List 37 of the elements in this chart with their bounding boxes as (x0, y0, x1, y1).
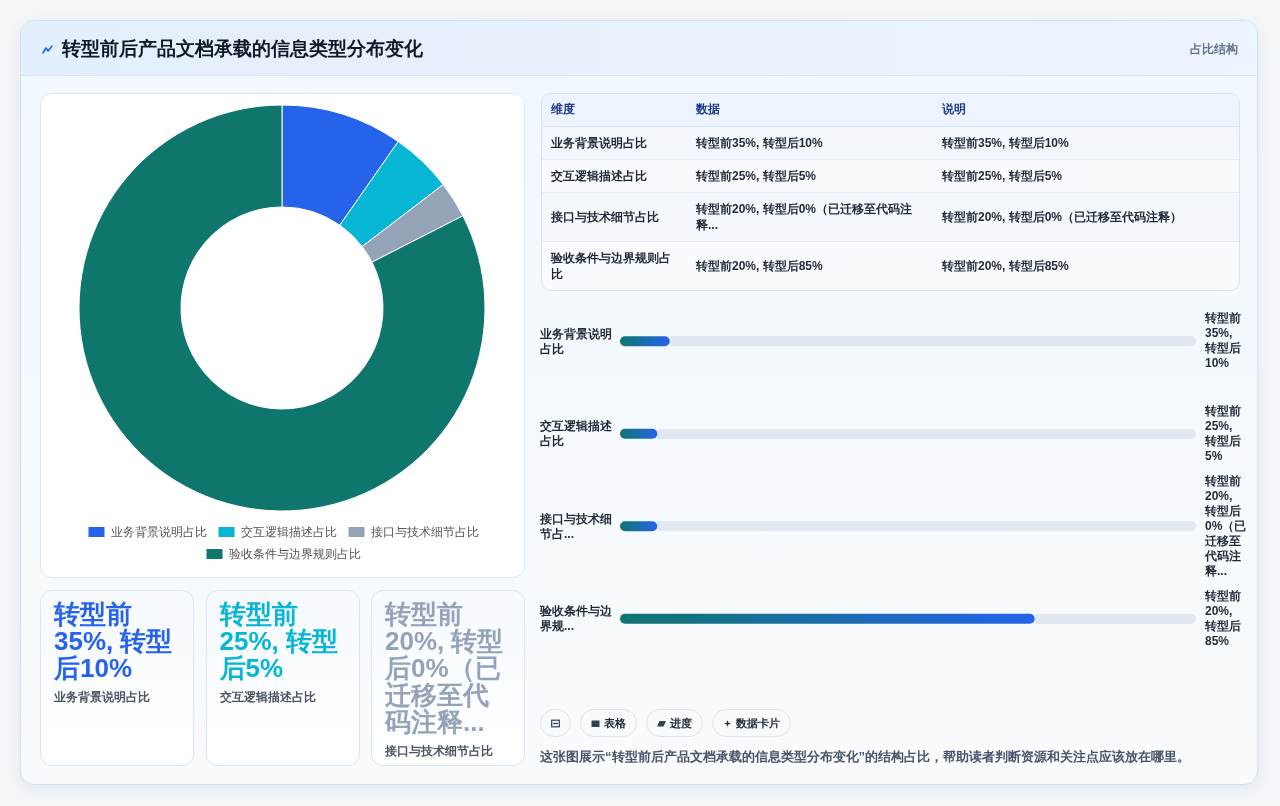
text: 转型前25%, 转型后5% (687, 159, 933, 192)
text: 转型前25%, 转型后5% (933, 159, 1239, 192)
category-label: 进度 (670, 715, 692, 731)
text: 这张图展示“转型前后产品文档承载的信息类型分布变化”的结构占比，帮助读者判断资源和关注点应该放在哪里。 (540, 748, 1190, 766)
legend-label: 交互逻辑描述占比 (240, 525, 337, 539)
text: 转型前20%, 转型后0%（已迁移至代码注释... (1205, 473, 1247, 579)
text: 转型前20%, 转型后0%（已迁移至代码注释... (687, 192, 933, 241)
text: 转型前35%, 转型后10% (1205, 311, 1242, 372)
y-tick-label: 业务背景说明占比 (539, 326, 612, 356)
category-label: 数据 (687, 94, 933, 126)
category-label: 说明 (933, 94, 1239, 126)
y-tick-label: 交互逻辑描述占比 (539, 419, 613, 449)
text: 转型前20%, 转型后85% (695, 257, 824, 275)
text: 转型前20%, 转型后85% (1205, 588, 1242, 649)
text: 转型前25%, 转型后5% (219, 599, 338, 683)
category-label: 交互逻辑描述占比 (219, 689, 317, 705)
text: 接口与技术细节占比 (542, 192, 687, 241)
legend-label: 业务背景说明占比 (110, 525, 207, 539)
text: 验收条件与边界规则占比 (549, 249, 672, 283)
text: 转型前35%, 转型后10% (687, 126, 933, 159)
text: 转型前25%, 转型后5% (1205, 403, 1242, 464)
text: 转型前20%, 转型后0%（已迁移至代码注释） (933, 192, 1239, 241)
text: 转型前后产品文档承载的信息类型分布变化 (62, 37, 423, 61)
text: 转型前20%, 转型后0%（已迁移至代码注释... (385, 599, 504, 737)
category-label: 维度 (542, 94, 687, 126)
category-label: 表格 (604, 715, 626, 731)
legend-label: 接口与技术细节占比 (370, 525, 479, 539)
text: 转型前20%, 转型后85% (941, 257, 1070, 275)
text: 占比结构 (1190, 41, 1238, 57)
category-label: 接口与技术细节占比 (385, 743, 494, 759)
y-tick-label: 验收条件与边界规... (539, 604, 613, 634)
text: 转型前35%, 转型后10% (933, 126, 1239, 159)
category-label: 业务背景说明占比 (54, 689, 151, 705)
y-tick-label: 接口与技术细节占... (539, 511, 612, 541)
legend-label: 验收条件与边界规则占比 (228, 547, 361, 561)
category-label: 数据卡片 (736, 715, 780, 731)
text: 转型前35%, 转型后10% (54, 599, 173, 683)
